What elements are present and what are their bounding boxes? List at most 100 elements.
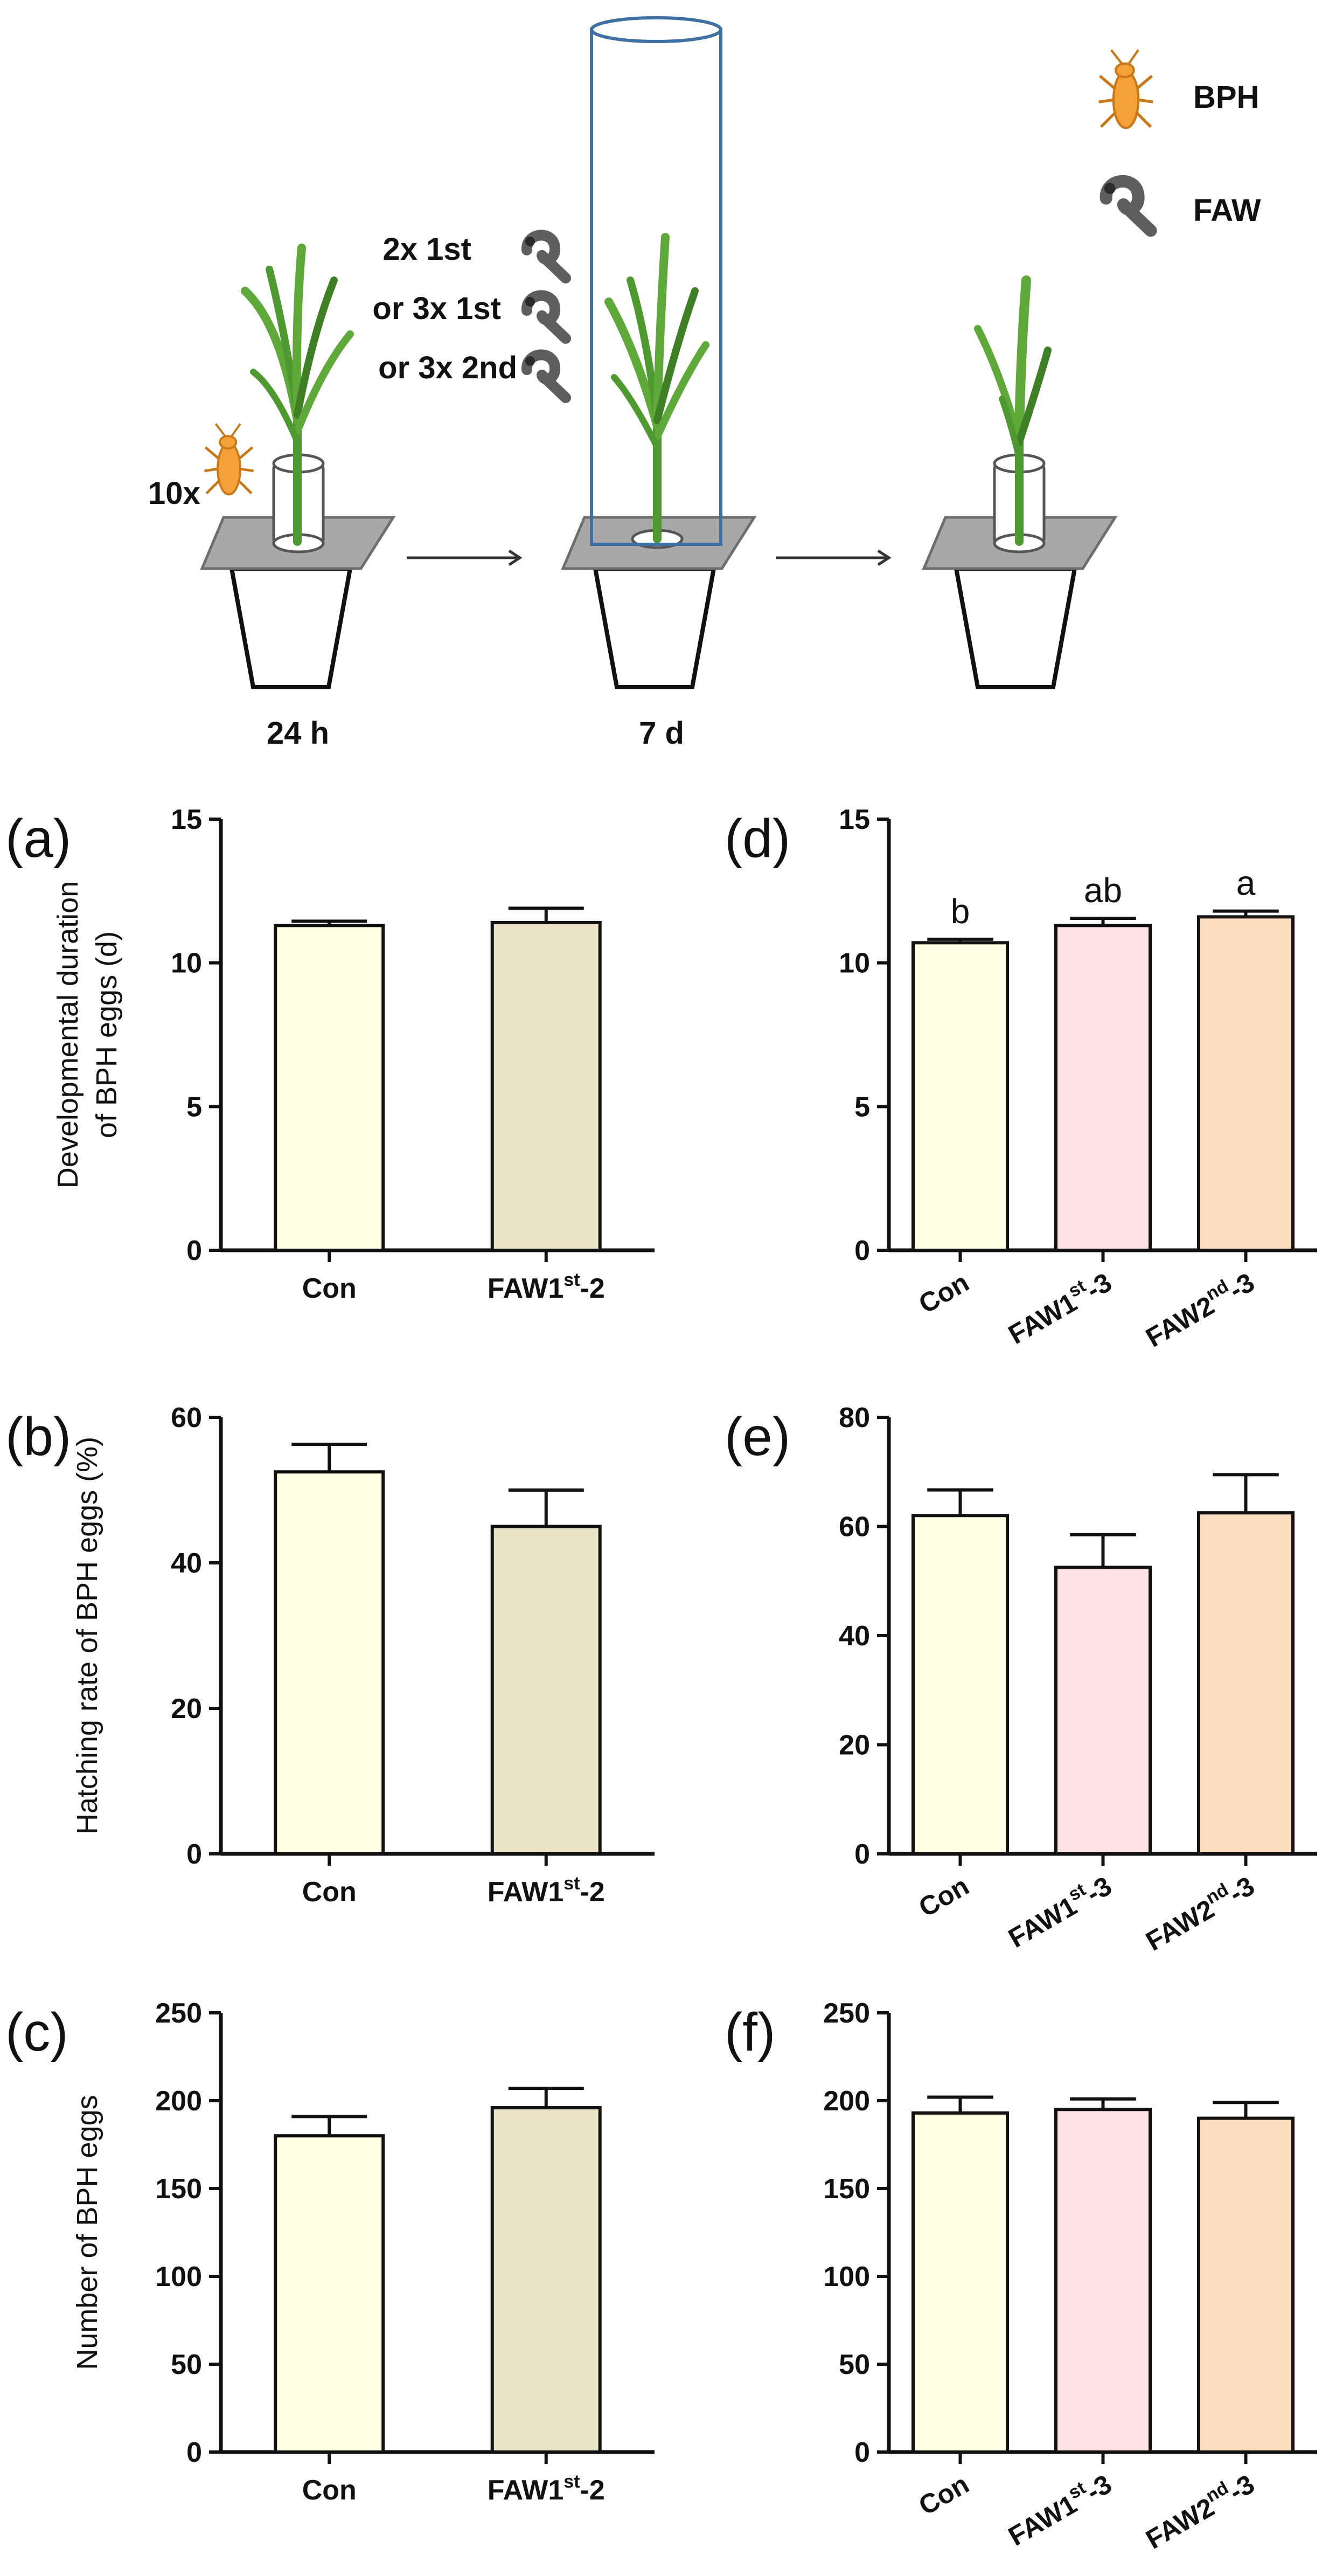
rice-plant-2 (604, 233, 709, 543)
bar (490, 2106, 602, 2454)
bar (911, 941, 1009, 1252)
stage-24h: 10x 24 h (148, 244, 396, 751)
legend-faw-label: FAW (1193, 193, 1261, 228)
bar (274, 2134, 385, 2454)
y-tick-label: 50 (171, 2349, 202, 2380)
y-tick-label: 40 (839, 1621, 870, 1652)
y-tick-label: 100 (823, 2261, 870, 2293)
x-tick-label: Con (914, 1871, 974, 1923)
x-tick-label: Con (302, 1273, 357, 1304)
bar (274, 924, 385, 1252)
y-axis-label: Number of BPH eggs (71, 2095, 103, 2370)
x-tick-label: FAW1st-3 (1001, 1264, 1117, 1350)
x-tick-label: Con (914, 2469, 974, 2521)
y-tick-label: 20 (839, 1730, 870, 1761)
y-tick-label: 0 (854, 1235, 870, 1266)
y-tick-label: 250 (823, 1998, 870, 2029)
chart-a: (a) 0 5 10 15 Con FAW1st-2 Developmental durati… (5, 804, 655, 1304)
y-tick-label: 5 (186, 1091, 202, 1123)
bph-insect-icon (1099, 50, 1153, 128)
cage-cylinder (590, 16, 722, 546)
x-tick-label: FAW1st-2 (488, 1270, 605, 1304)
y-tick-label: 5 (854, 1091, 870, 1123)
bar (1197, 2116, 1295, 2454)
y-tick-label: 200 (155, 2086, 202, 2117)
bar (1054, 2108, 1152, 2454)
faw-larva-icon (525, 235, 566, 278)
significance-letter: a (1236, 864, 1256, 903)
bar (1197, 1511, 1295, 1855)
y-tick-label: 150 (823, 2173, 870, 2205)
bar (911, 1514, 1009, 1855)
x-tick-label: FAW1st-3 (1001, 1867, 1117, 1954)
y-tick-label: 250 (155, 1998, 202, 2029)
chart-b: (b) 0 20 40 60 Con FAW1st-2 Hatching rate of BP… (5, 1402, 655, 1908)
y-tick-label: 0 (854, 1839, 870, 1870)
y-tick-label: 40 (171, 1548, 202, 1579)
chart-c: (c) 0 50 100 150 200 250 Con FAW1st-2 Number of B… (5, 1998, 655, 2506)
y-tick-label: 80 (839, 1402, 870, 1434)
stage-final (922, 275, 1118, 689)
y-axis-label: of BPH eggs (d) (91, 931, 123, 1138)
panel-label: (b) (5, 1407, 71, 1467)
x-tick-label: Con (302, 2475, 357, 2506)
stage-label-7d: 7 d (639, 716, 684, 751)
significance-letter: ab (1084, 871, 1122, 910)
legend-bph-label: BPH (1193, 80, 1259, 115)
panel-label: (d) (725, 808, 790, 869)
y-tick-label: 10 (839, 948, 870, 979)
y-tick-label: 0 (186, 2437, 202, 2468)
faw-larva-icon (525, 295, 566, 338)
y-tick-label: 60 (839, 1512, 870, 1543)
x-tick-label: Con (914, 1267, 974, 1319)
rice-plant-3 (974, 275, 1052, 546)
bar (1054, 1566, 1152, 1855)
y-tick-label: 0 (186, 1235, 202, 1266)
faw-larva-icon (525, 355, 566, 398)
y-tick-label: 20 (171, 1693, 202, 1725)
x-tick-label: Con (302, 1876, 357, 1908)
bph-count-label: 10x (148, 476, 200, 511)
chart-f: (f) 0 50 100 150 200 250 Con FAW1st-3 FAW2nd-3 (725, 1998, 1317, 2555)
panel-label: (a) (5, 808, 71, 869)
x-tick-label: FAW1st-3 (1001, 2466, 1117, 2552)
x-tick-label: FAW2nd-3 (1139, 2466, 1260, 2555)
y-axis-label: Developmental duration (52, 881, 84, 1188)
y-tick-label: 200 (823, 2086, 870, 2117)
y-tick-label: 150 (155, 2173, 202, 2205)
bph-insect-icon (204, 424, 253, 494)
bar (1054, 924, 1152, 1252)
legend: BPH FAW (1099, 50, 1261, 231)
chart-d: (d) 0 5 10 15 Con b FAW1st-3 ab FAW2nd-3 a (725, 804, 1317, 1353)
y-tick-label: 60 (171, 1402, 202, 1434)
x-tick-label: FAW1st-2 (488, 2471, 605, 2506)
y-tick-label: 100 (155, 2261, 202, 2293)
y-tick-label: 0 (854, 2437, 870, 2468)
y-tick-label: 10 (171, 948, 202, 979)
y-tick-label: 15 (171, 804, 202, 835)
pot-1 (229, 566, 353, 689)
bar (1197, 915, 1295, 1252)
stage-label-24h: 24 h (267, 716, 329, 751)
x-tick-label: FAW2nd-3 (1139, 1264, 1260, 1353)
y-tick-label: 50 (839, 2349, 870, 2380)
y-tick-label: 15 (839, 804, 870, 835)
panel-label: (c) (5, 2002, 68, 2062)
pot-2 (593, 566, 716, 689)
experiment-schematic: BPH FAW 10x 24 h (148, 16, 1261, 751)
stage-7d: 2x 1st or 3x 1st or 3x 2nd 7 d (372, 16, 757, 751)
faw-treatment-1: 2x 1st (383, 232, 471, 267)
chart-e: (e) 0 20 40 60 80 Con FAW1st-3 FAW2nd-3 (725, 1402, 1317, 1957)
faw-treatment-3: or 3x 2nd (378, 350, 517, 385)
bar (490, 921, 602, 1252)
pot-3 (954, 566, 1077, 689)
x-tick-label: FAW2nd-3 (1139, 1867, 1260, 1957)
rice-plant-1 (241, 244, 354, 546)
panel-label: (e) (725, 1407, 790, 1467)
y-tick-label: 0 (186, 1839, 202, 1870)
x-tick-label: FAW1st-2 (488, 1873, 605, 1908)
significance-letter: b (951, 892, 970, 931)
panel-label: (f) (725, 2002, 775, 2062)
y-axis-label: Hatching rate of BPH eggs (%) (71, 1437, 103, 1834)
